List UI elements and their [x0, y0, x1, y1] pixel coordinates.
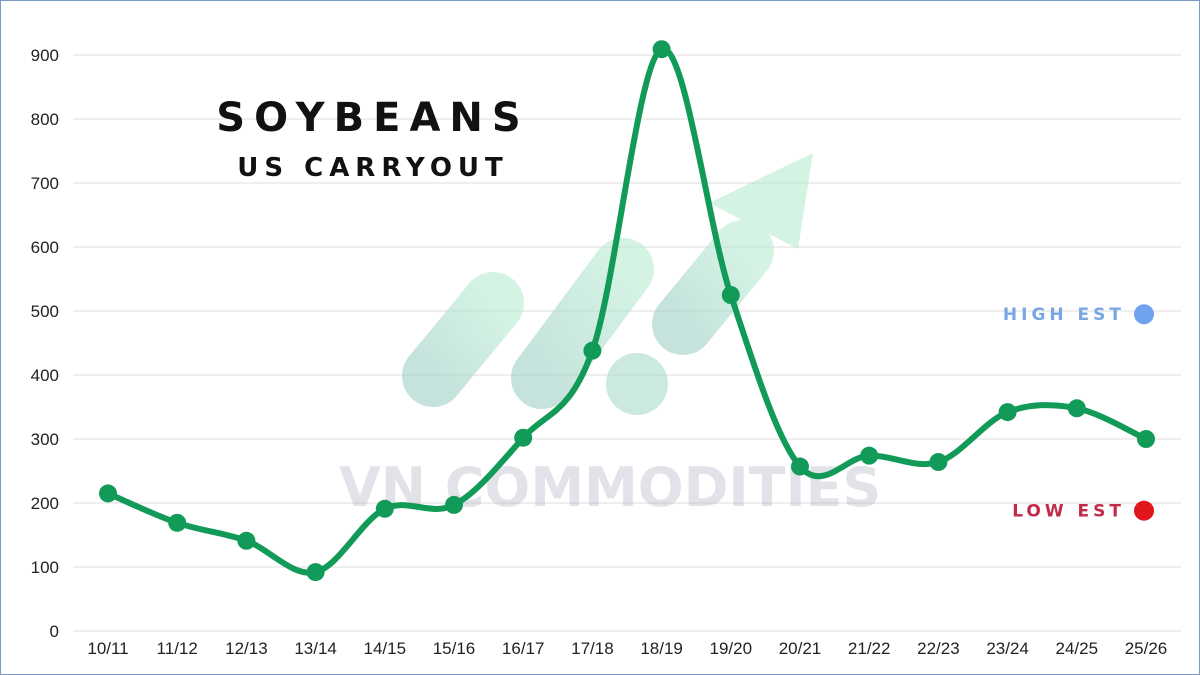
x-tick-label: 15/16 [433, 639, 476, 658]
estimate-label: LOW EST [1012, 502, 1125, 522]
data-point [583, 341, 602, 360]
data-point [445, 495, 463, 514]
x-tick-label: 23/24 [986, 639, 1029, 658]
x-tick-label: 24/25 [1056, 639, 1099, 658]
x-tick-label: 21/22 [848, 639, 891, 658]
data-point [1067, 399, 1086, 418]
y-tick-label: 600 [31, 238, 59, 257]
estimate-marker [1134, 500, 1154, 521]
data-point [306, 563, 325, 582]
data-point [1137, 430, 1155, 448]
x-tick-label: 11/12 [157, 639, 198, 658]
chart-subtitle-text: US CARRYOUT [237, 153, 509, 183]
x-tick-label: 10/11 [87, 639, 128, 658]
y-tick-label: 100 [31, 558, 59, 577]
series-points [99, 40, 1155, 582]
data-point [375, 499, 394, 518]
y-tick-label: 800 [31, 110, 59, 129]
x-tick-label: 25/26 [1125, 639, 1168, 658]
x-tick-label: 12/13 [225, 639, 268, 658]
x-axis: 10/11 11/12 12/13 13/14 14/15 15/16 16/17 17/18… [87, 639, 1167, 658]
data-point [998, 403, 1017, 422]
data-point [860, 446, 879, 465]
data-point [929, 453, 948, 472]
estimate-marker [1134, 304, 1154, 325]
estimate-label: HIGH EST [1003, 305, 1125, 325]
data-point [168, 513, 187, 532]
x-tick-label: 17/18 [571, 639, 614, 658]
y-tick-label: 700 [31, 174, 59, 193]
data-point [791, 457, 809, 476]
y-tick-label: 900 [31, 46, 59, 65]
data-point [99, 484, 117, 503]
data-point [652, 40, 671, 59]
x-tick-label: 13/14 [294, 639, 337, 658]
chart-title: SOYBEANS US CARRYOUT [216, 95, 529, 183]
data-point [514, 428, 533, 447]
y-tick-label: 500 [31, 302, 59, 321]
y-tick-label: 0 [50, 622, 59, 641]
x-tick-label: 18/19 [640, 639, 683, 658]
x-tick-label: 16/17 [502, 639, 545, 658]
x-tick-label: 20/21 [779, 639, 822, 658]
y-tick-label: 400 [31, 366, 59, 385]
estimate-annotations: HIGH EST LOW EST [1003, 304, 1154, 522]
x-tick-label: 19/20 [710, 639, 753, 658]
x-tick-label: 22/23 [917, 639, 960, 658]
x-tick-label: 14/15 [364, 639, 407, 658]
y-axis: 0 100 200 300 400 500 600 700 800 900 [31, 46, 59, 641]
y-tick-label: 200 [31, 494, 59, 513]
data-point [721, 286, 740, 304]
y-tick-label: 300 [31, 430, 59, 449]
data-point [237, 531, 256, 550]
chart-title-text: SOYBEANS [216, 95, 529, 141]
